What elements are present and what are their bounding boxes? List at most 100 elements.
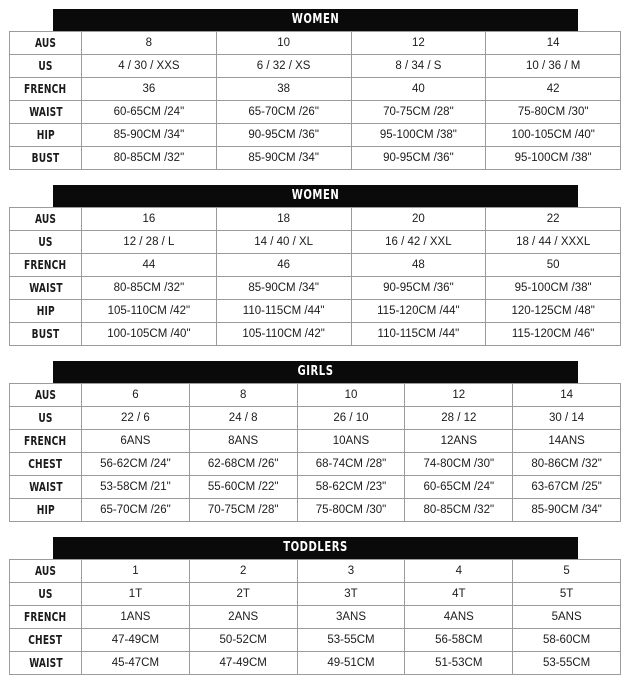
size-cell-text: 5	[563, 565, 570, 577]
size-cell: 3T	[296, 582, 406, 606]
size-cell-text: 90-95CM /36"	[248, 129, 319, 141]
size-cell: 8	[188, 383, 298, 407]
table-row: BUST 80-85CM /32" 85-90CM /34" 90-95CM /36"…	[9, 146, 622, 170]
size-cell: 8 / 34 / S	[350, 54, 487, 78]
row-label-aus: AUS	[9, 383, 82, 407]
size-cell: 2T	[188, 582, 298, 606]
size-cell: 75-80CM /30"	[485, 100, 622, 124]
size-cell: 14ANS	[512, 429, 622, 453]
size-cell: 95-100CM /38"	[485, 276, 622, 300]
table-row: HIP 105-110CM /42" 110-115CM /44" 115-120CM…	[9, 299, 622, 323]
size-cell-text: 63-67CM /25"	[531, 481, 602, 493]
size-table-women: WOMEN AUS 16 18 20 22 US 12 / 28 / L 14 / 40 / X…	[9, 185, 622, 346]
size-cell: 2ANS	[188, 605, 298, 629]
size-cell: 22	[485, 207, 622, 231]
size-cell-text: 120-125CM /48"	[511, 305, 595, 317]
size-cell-text: 12	[452, 389, 466, 401]
size-cell: 110-115CM /44"	[215, 299, 352, 323]
table-row: HIP 85-90CM /34" 90-95CM /36" 95-100CM /38"…	[9, 123, 622, 147]
size-cell-text: 80-85CM /32"	[113, 282, 185, 294]
row-label-us: US	[9, 54, 82, 78]
size-cell: 53-55CM	[296, 628, 406, 652]
size-cell-text: 4	[455, 565, 462, 577]
size-cell: 26 / 10	[296, 406, 406, 430]
size-cell-text: 30 / 14	[549, 412, 585, 424]
size-cell: 65-70CM /26"	[81, 498, 190, 522]
row-label-waist: WAIST	[9, 651, 82, 675]
size-cell-text: 42	[546, 83, 560, 95]
row-label-text: WAIST	[28, 281, 63, 295]
size-cell-text: 90-95CM /36"	[383, 152, 454, 164]
size-cell-text: 85-90CM /34"	[113, 129, 185, 141]
size-cell-text: 85-90CM /34"	[248, 282, 319, 294]
size-cell-text: 65-70CM /26"	[100, 504, 171, 516]
table-title-text: WOMEN	[291, 12, 339, 27]
size-cell-text: 16	[142, 213, 156, 225]
row-label-aus: AUS	[9, 31, 82, 55]
size-cell: 38	[215, 77, 352, 101]
size-cell: 110-115CM /44"	[350, 322, 487, 346]
size-table-girls: GIRLS AUS 6 8 10 12 14 US 22 / 6 24 / 8 26 / 10 28 …	[9, 361, 622, 522]
table-row: WAIST 45-47CM 47-49CM 49-51CM 51-53CM 53-55CM	[9, 651, 622, 675]
size-cell: 4T	[404, 582, 514, 606]
row-label-aus: AUS	[9, 207, 82, 231]
table-row: FRENCH 36 38 40 42	[9, 77, 622, 101]
size-cell-text: 100-105CM /40"	[511, 129, 595, 141]
size-cell-text: 6 / 32 / XS	[256, 60, 311, 72]
table-title-text: GIRLS	[297, 364, 333, 379]
size-cell: 24 / 8	[188, 406, 298, 430]
size-cell: 5	[512, 559, 622, 583]
table-row: FRENCH 44 46 48 50	[9, 253, 622, 277]
row-label-text: HIP	[36, 503, 55, 517]
size-cell-text: 8 / 34 / S	[395, 60, 442, 72]
row-label-text: AUS	[34, 36, 57, 50]
size-cell-text: 46	[277, 259, 291, 271]
row-label-hip: HIP	[9, 498, 82, 522]
row-label-text: AUS	[34, 212, 57, 226]
size-cell: 12	[350, 31, 487, 55]
size-cell: 18	[215, 207, 352, 231]
size-cell-text: 20	[411, 213, 425, 225]
size-table-women: WOMEN AUS 8 10 12 14 US 4 / 30 / XXS 6 / 32 / XS…	[9, 9, 622, 170]
size-cell: 10ANS	[296, 429, 406, 453]
size-cell: 51-53CM	[404, 651, 514, 675]
size-cell: 10	[296, 383, 406, 407]
size-cell-text: 105-110CM /42"	[107, 305, 191, 317]
size-cell: 53-58CM /21"	[81, 475, 190, 499]
size-cell-text: 85-90CM /34"	[248, 152, 319, 164]
size-cell-text: 55-60CM /22"	[207, 481, 279, 493]
size-cell: 20	[350, 207, 487, 231]
size-cell-text: 74-80CM /30"	[423, 458, 495, 470]
row-label-chest: CHEST	[9, 628, 82, 652]
table-row: AUS 16 18 20 22	[9, 207, 622, 231]
size-cell-text: 58-60CM	[542, 634, 591, 646]
size-cell: 44	[81, 253, 217, 277]
row-label-text: HIP	[36, 128, 55, 142]
size-cell-text: 100-105CM /40"	[107, 328, 191, 340]
size-cell: 2	[188, 559, 298, 583]
table-title: WOMEN	[52, 9, 578, 32]
row-label-text: HIP	[36, 304, 55, 318]
size-cell: 56-62CM /24"	[81, 452, 190, 476]
size-cell-text: 10	[277, 37, 291, 49]
size-cell: 16	[81, 207, 217, 231]
size-cell: 90-95CM /36"	[215, 123, 352, 147]
size-cell: 4ANS	[404, 605, 514, 629]
size-cell-text: 10	[344, 389, 358, 401]
row-label-bust: BUST	[9, 146, 82, 170]
row-label-hip: HIP	[9, 299, 82, 323]
table-title-row: WOMEN	[10, 9, 621, 32]
size-cell-text: 49-51CM	[327, 657, 375, 669]
size-cell-text: 58-62CM /23"	[315, 481, 387, 493]
size-cell: 8	[81, 31, 217, 55]
size-cell-text: 45-47CM	[111, 657, 160, 669]
row-label-text: AUS	[34, 564, 57, 578]
size-cell-text: 10 / 36 / M	[525, 60, 581, 72]
row-label-text: WAIST	[28, 105, 63, 119]
row-label-text: US	[38, 587, 53, 601]
size-cell: 47-49CM	[81, 628, 190, 652]
size-cell: 5ANS	[512, 605, 622, 629]
size-cell: 68-74CM /28"	[296, 452, 406, 476]
size-cell: 85-90CM /34"	[215, 276, 352, 300]
size-cell: 80-85CM /32"	[81, 276, 217, 300]
